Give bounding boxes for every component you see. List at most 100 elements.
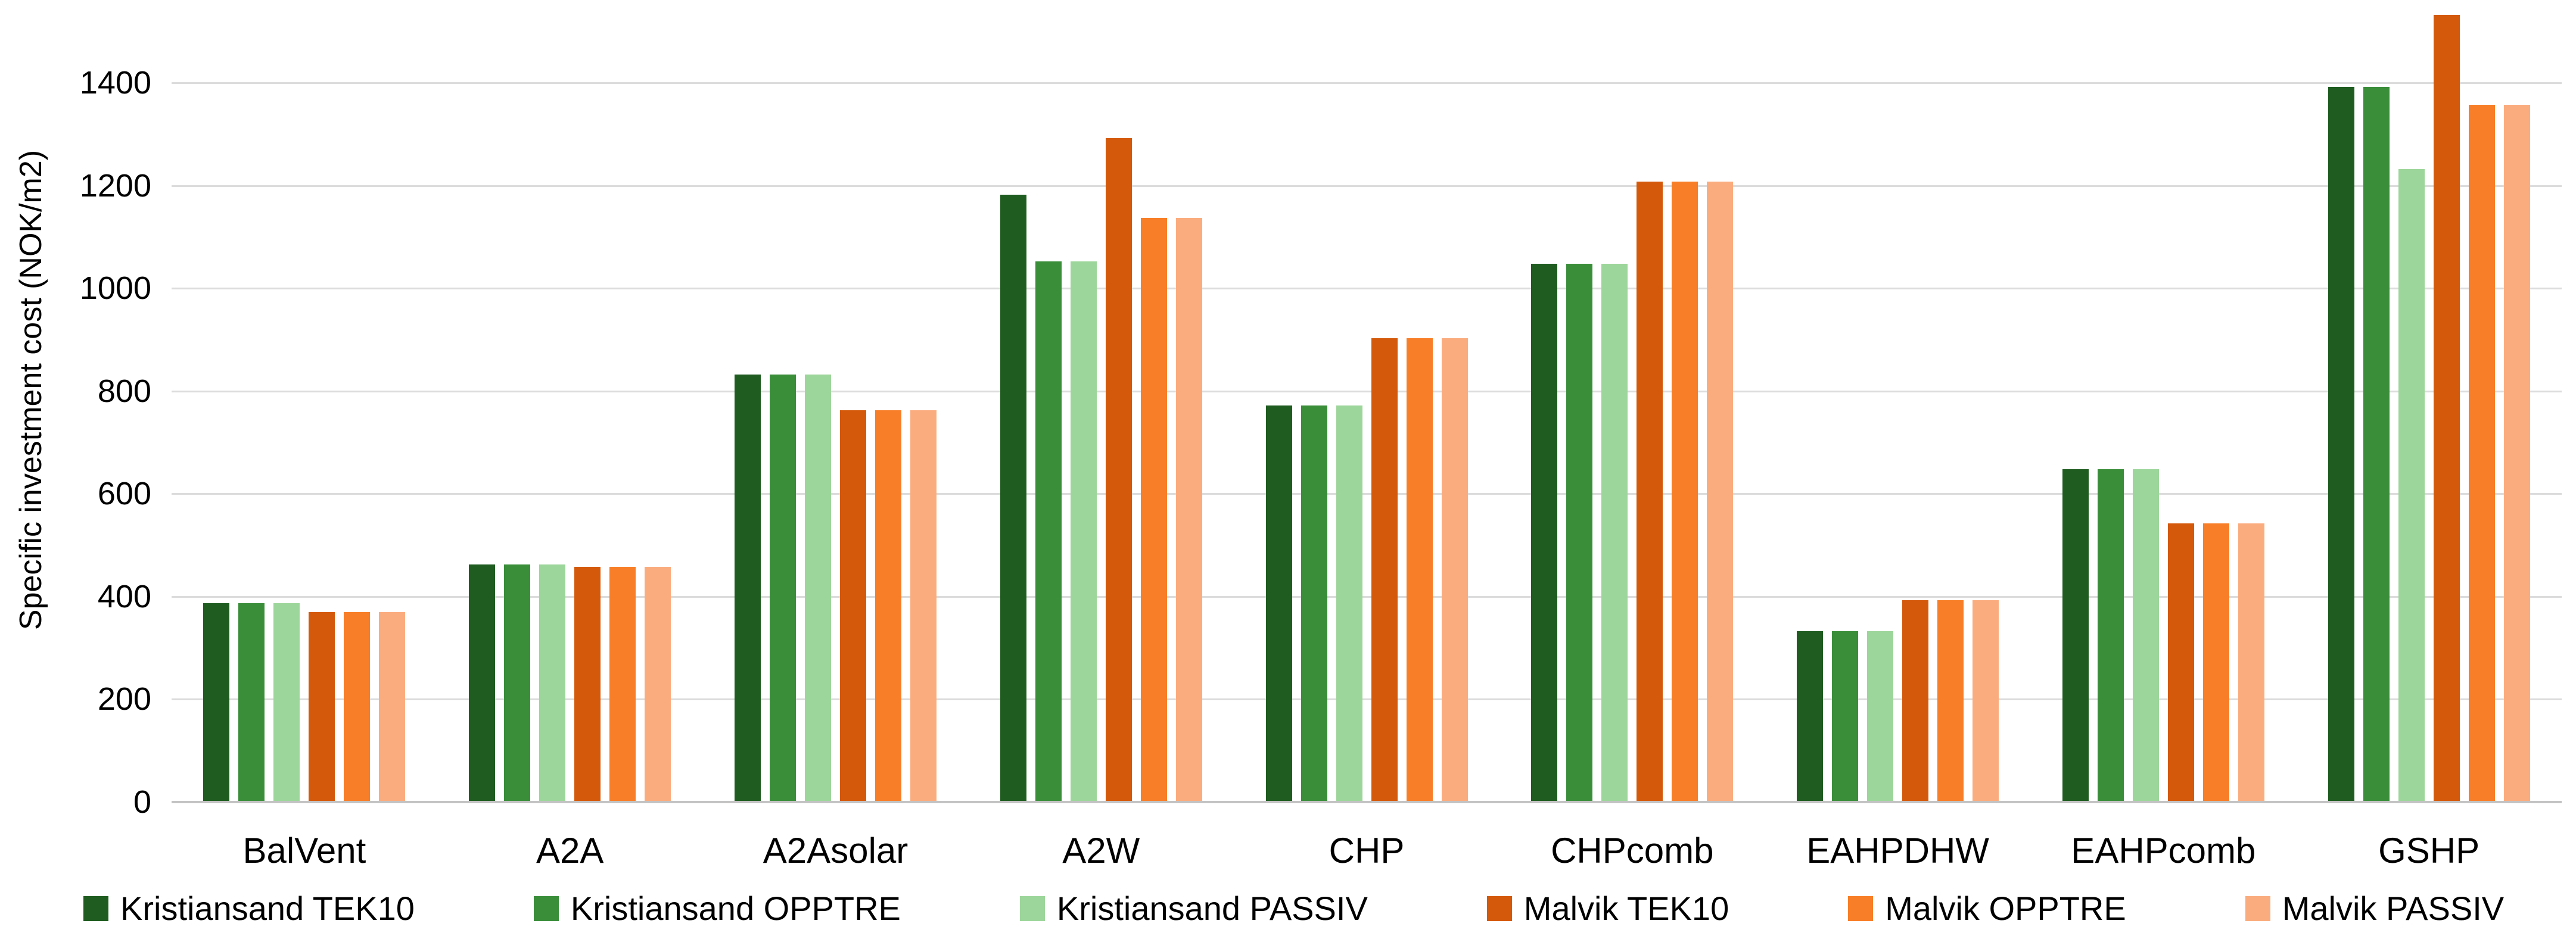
bar-malvik-passiv-a2w [1175, 218, 1202, 801]
bar-kristiansand-opptre-a2asolar [769, 375, 796, 801]
legend-swatch-icon [533, 896, 559, 921]
gridline-1200 [172, 185, 2562, 187]
bar-malvik-opptre-eahpcomb [2202, 523, 2229, 801]
y-tick-label-800: 800 [97, 373, 151, 409]
bar-kristiansand-opptre-chpcomb [1566, 264, 1593, 801]
bar-kristiansand-passiv-balvent [273, 603, 300, 801]
legend-item-malvik-opptre: Malvik OPPTRE [1848, 891, 2126, 926]
bar-kristiansand-passiv-gshp [2398, 169, 2425, 801]
cluster-a2asolar [703, 0, 969, 801]
cluster-gshp [2296, 0, 2562, 801]
bar-malvik-opptre-a2a [609, 567, 636, 801]
legend: Kristiansand TEK10 Kristiansand OPPTRE Kri… [83, 891, 2504, 926]
bar-malvik-passiv-a2a [645, 567, 671, 801]
gridline-1000 [172, 288, 2562, 290]
bar-malvik-passiv-chpcomb [1707, 182, 1734, 801]
legend-item-malvik-passiv: Malvik PASSIV [2245, 891, 2504, 926]
y-tick-label-1000: 1000 [79, 270, 151, 307]
y-axis-tick-labels: 0 200 400 600 800 1000 1200 1400 [0, 0, 151, 820]
gridline-1400 [172, 82, 2562, 84]
bar-malvik-opptre-balvent [344, 612, 371, 801]
legend-label: Kristiansand PASSIV [1056, 890, 1368, 927]
bar-kristiansand-tek10-eahpcomb [2062, 469, 2089, 801]
legend-swatch-icon [2245, 896, 2270, 921]
cluster-a2a [437, 0, 703, 801]
bar-malvik-tek10-a2a [574, 567, 601, 801]
y-tick-label-200: 200 [97, 681, 151, 717]
bar-kristiansand-tek10-a2asolar [734, 375, 761, 801]
bar-kristiansand-opptre-gshp [2363, 87, 2390, 801]
bar-malvik-passiv-a2asolar [910, 410, 937, 801]
legend-label: Malvik TEK10 [1523, 890, 1729, 927]
category-label-eahpdhw: EAHPDHW [1806, 831, 1989, 871]
bar-kristiansand-opptre-eahpdhw [1832, 631, 1859, 801]
gridline-600 [172, 493, 2562, 495]
bar-malvik-passiv-balvent [379, 612, 406, 801]
bar-malvik-tek10-a2w [1105, 138, 1132, 801]
x-axis-line [172, 801, 2562, 803]
bar-kristiansand-opptre-balvent [238, 603, 265, 801]
cluster-eahpdhw [1765, 0, 2031, 801]
bar-kristiansand-opptre-a2a [504, 564, 531, 801]
bar-malvik-passiv-eahpdhw [1973, 600, 1999, 801]
y-tick-label-0: 0 [133, 784, 151, 820]
bar-malvik-tek10-eahpdhw [1902, 600, 1929, 801]
legend-swatch-icon [83, 896, 108, 921]
bar-malvik-tek10-a2asolar [839, 410, 866, 801]
bar-kristiansand-passiv-a2w [1070, 261, 1097, 801]
bar-kristiansand-tek10-eahpdhw [1797, 631, 1824, 801]
bar-malvik-opptre-gshp [2468, 105, 2495, 801]
y-tick-label-1400: 1400 [79, 65, 151, 101]
cluster-balvent [172, 0, 437, 801]
gridline-200 [172, 698, 2562, 701]
legend-swatch-icon [1486, 896, 1512, 921]
legend-item-kristiansand-passiv: Kristiansand PASSIV [1019, 890, 1368, 927]
bar-kristiansand-tek10-a2a [469, 564, 496, 801]
bar-kristiansand-passiv-eahpdhw [1867, 631, 1894, 801]
bar-malvik-opptre-chpcomb [1672, 182, 1698, 801]
category-label-a2w: A2W [1062, 831, 1140, 871]
bar-kristiansand-opptre-chp [1301, 405, 1327, 801]
category-label-gshp: GSHP [2378, 831, 2480, 871]
bar-malvik-passiv-eahpcomb [2238, 523, 2264, 801]
bar-malvik-tek10-chpcomb [1637, 182, 1663, 801]
bar-kristiansand-tek10-balvent [203, 603, 230, 801]
legend-label: Kristiansand OPPTRE [570, 890, 901, 927]
category-label-a2a: A2A [536, 831, 604, 871]
category-label-a2asolar: A2Asolar [763, 831, 909, 871]
bar-kristiansand-passiv-chpcomb [1601, 264, 1628, 801]
bar-malvik-opptre-a2w [1140, 218, 1167, 801]
y-tick-label-600: 600 [97, 476, 151, 512]
bar-kristiansand-tek10-a2w [1000, 195, 1026, 801]
legend-item-kristiansand-opptre: Kristiansand OPPTRE [533, 890, 901, 927]
bar-malvik-passiv-gshp [2503, 105, 2530, 801]
category-label-balvent: BalVent [242, 831, 366, 871]
bar-malvik-opptre-chp [1406, 338, 1433, 801]
category-label-chp: CHP [1329, 831, 1405, 871]
cluster-chpcomb [1499, 0, 1765, 801]
legend-item-kristiansand-tek10: Kristiansand TEK10 [83, 891, 415, 926]
cluster-a2w [968, 0, 1234, 801]
bar-malvik-opptre-a2asolar [875, 410, 901, 801]
bar-malvik-tek10-chp [1371, 338, 1398, 801]
category-label-chpcomb: CHPcomb [1551, 831, 1714, 871]
bars-layer [172, 0, 2562, 801]
bar-kristiansand-opptre-eahpcomb [2097, 469, 2124, 801]
bar-kristiansand-passiv-eahpcomb [2132, 469, 2159, 801]
legend-label: Malvik PASSIV [2282, 890, 2505, 927]
legend-swatch-icon [1019, 896, 1045, 921]
legend-item-malvik-tek10: Malvik TEK10 [1486, 890, 1729, 927]
y-tick-label-400: 400 [97, 578, 151, 614]
bar-malvik-tek10-eahpcomb [2167, 523, 2194, 801]
category-label-eahpcomb: EAHPcomb [2071, 831, 2256, 871]
bar-kristiansand-tek10-chp [1265, 405, 1292, 801]
bar-kristiansand-opptre-a2w [1035, 261, 1062, 801]
bar-kristiansand-tek10-chpcomb [1531, 264, 1558, 801]
legend-label: Kristiansand TEK10 [120, 890, 415, 927]
x-axis-category-labels: BalVent A2A A2Asolar A2W CHP CHPcomb EAHPDHW EA… [172, 831, 2562, 871]
bar-malvik-tek10-balvent [309, 612, 335, 801]
bar-malvik-passiv-chp [1441, 338, 1468, 801]
gridline-400 [172, 595, 2562, 598]
legend-swatch-icon [1848, 896, 1874, 921]
